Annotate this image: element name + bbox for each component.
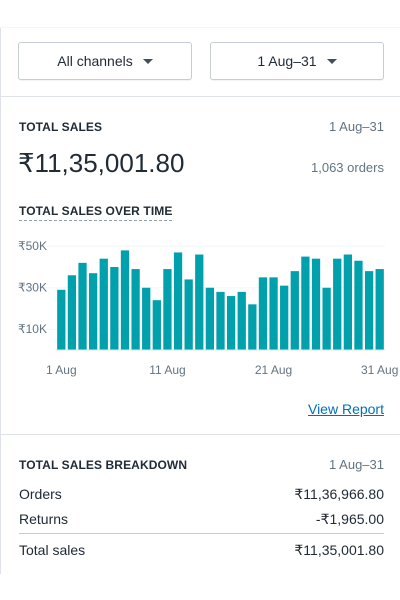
bar[interactable] bbox=[301, 256, 310, 350]
bar[interactable] bbox=[290, 271, 299, 350]
bar[interactable] bbox=[322, 287, 331, 350]
top-bar bbox=[0, 0, 400, 28]
x-tick-label: 21 Aug bbox=[255, 363, 292, 377]
total-divider bbox=[19, 533, 384, 534]
bar[interactable] bbox=[120, 250, 130, 350]
channel-dropdown-label: All channels bbox=[57, 53, 133, 69]
y-tick-label: ₹10K bbox=[18, 322, 47, 336]
bar[interactable] bbox=[163, 269, 172, 350]
date-range-dropdown[interactable]: 1 Aug–31 bbox=[210, 42, 384, 80]
divider bbox=[1, 96, 400, 97]
date-range-dropdown-label: 1 Aug–31 bbox=[257, 53, 317, 69]
bar[interactable] bbox=[216, 291, 225, 350]
bar[interactable] bbox=[375, 269, 384, 350]
bar[interactable] bbox=[195, 254, 204, 350]
bar[interactable] bbox=[142, 287, 151, 350]
total-sales-date-range: 1 Aug–31 bbox=[329, 119, 384, 134]
panel-left-border bbox=[0, 28, 1, 574]
breakdown-row-returns-label: Returns bbox=[19, 511, 69, 527]
x-tick-label: 31 Aug bbox=[361, 363, 398, 377]
total-sales-label: TOTAL SALES bbox=[19, 120, 103, 134]
bar[interactable] bbox=[226, 296, 236, 350]
breakdown-date-range: 1 Aug–31 bbox=[329, 457, 384, 472]
caret-down-icon bbox=[142, 58, 153, 64]
bar[interactable] bbox=[280, 285, 289, 350]
bar[interactable] bbox=[99, 258, 108, 350]
breakdown-row-returns-value: -₹1,965.00 bbox=[315, 511, 384, 527]
caret-down-icon bbox=[326, 58, 337, 64]
sales-over-time-chart: ₹10K ₹30K ₹50K 1 Aug 11 Aug 21 Aug 31 Aug bbox=[18, 239, 398, 377]
breakdown-row-orders-value: ₹11,36,966.80 bbox=[294, 486, 384, 502]
bar[interactable] bbox=[333, 258, 342, 350]
bar[interactable] bbox=[258, 277, 268, 350]
bar[interactable] bbox=[237, 291, 246, 350]
x-tick-label: 11 Aug bbox=[149, 363, 185, 377]
bar[interactable] bbox=[354, 260, 363, 350]
bar[interactable] bbox=[248, 304, 257, 350]
breakdown-total-value: ₹11,35,001.80 bbox=[294, 542, 384, 558]
bar[interactable] bbox=[205, 287, 215, 350]
channel-dropdown[interactable]: All channels bbox=[18, 42, 192, 80]
divider bbox=[1, 434, 400, 435]
breakdown-row-orders-label: Orders bbox=[19, 486, 62, 502]
y-tick-label: ₹30K bbox=[18, 281, 47, 295]
breakdown-label: TOTAL SALES BREAKDOWN bbox=[19, 458, 188, 472]
bar[interactable] bbox=[152, 300, 161, 350]
bar[interactable] bbox=[57, 289, 66, 350]
y-tick-label: ₹50K bbox=[18, 239, 47, 253]
orders-count: 1,063 orders bbox=[311, 160, 384, 175]
bar[interactable] bbox=[269, 277, 278, 350]
view-report-link[interactable]: View Report bbox=[307, 401, 384, 417]
total-sales-amount: ₹11,35,001.80 bbox=[18, 148, 185, 178]
bar[interactable] bbox=[184, 279, 193, 350]
sales-over-time-label: TOTAL SALES OVER TIME bbox=[19, 204, 173, 221]
bar[interactable] bbox=[364, 271, 374, 350]
bar[interactable] bbox=[78, 262, 87, 350]
bar[interactable] bbox=[311, 258, 321, 350]
bar[interactable] bbox=[173, 252, 183, 350]
x-tick-label: 1 Aug bbox=[46, 363, 77, 377]
bar[interactable] bbox=[110, 266, 119, 350]
bar[interactable] bbox=[89, 273, 98, 350]
bar[interactable] bbox=[343, 254, 352, 350]
filter-bar: All channels 1 Aug–31 bbox=[18, 42, 384, 80]
bar[interactable] bbox=[131, 269, 140, 350]
bar[interactable] bbox=[67, 275, 77, 350]
breakdown-total-label: Total sales bbox=[19, 542, 86, 558]
